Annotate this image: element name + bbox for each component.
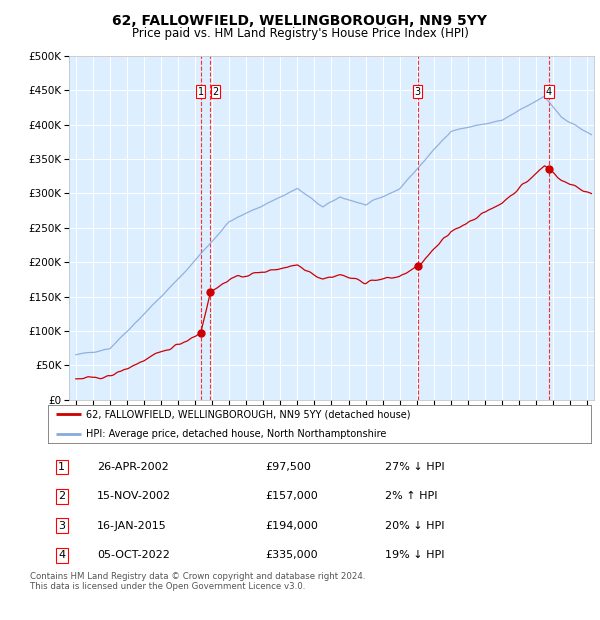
Text: Price paid vs. HM Land Registry's House Price Index (HPI): Price paid vs. HM Land Registry's House … — [131, 27, 469, 40]
Text: 20% ↓ HPI: 20% ↓ HPI — [385, 521, 444, 531]
Text: 3: 3 — [415, 87, 421, 97]
Text: £335,000: £335,000 — [265, 551, 318, 560]
Text: 16-JAN-2015: 16-JAN-2015 — [97, 521, 167, 531]
Text: HPI: Average price, detached house, North Northamptonshire: HPI: Average price, detached house, Nort… — [86, 428, 386, 439]
Text: £194,000: £194,000 — [265, 521, 318, 531]
Text: 2: 2 — [212, 87, 218, 97]
Text: £157,000: £157,000 — [265, 492, 318, 502]
Text: 4: 4 — [546, 87, 552, 97]
Text: 15-NOV-2002: 15-NOV-2002 — [97, 492, 171, 502]
Text: 1: 1 — [58, 462, 65, 472]
Text: 27% ↓ HPI: 27% ↓ HPI — [385, 462, 444, 472]
Text: 3: 3 — [58, 521, 65, 531]
Text: 62, FALLOWFIELD, WELLINGBOROUGH, NN9 5YY (detached house): 62, FALLOWFIELD, WELLINGBOROUGH, NN9 5YY… — [86, 409, 410, 420]
Text: 62, FALLOWFIELD, WELLINGBOROUGH, NN9 5YY: 62, FALLOWFIELD, WELLINGBOROUGH, NN9 5YY — [113, 14, 487, 28]
Text: 19% ↓ HPI: 19% ↓ HPI — [385, 551, 444, 560]
Text: 1: 1 — [197, 87, 203, 97]
Text: 05-OCT-2022: 05-OCT-2022 — [97, 551, 170, 560]
Text: 2: 2 — [58, 492, 65, 502]
Text: 2% ↑ HPI: 2% ↑ HPI — [385, 492, 437, 502]
Text: Contains HM Land Registry data © Crown copyright and database right 2024.
This d: Contains HM Land Registry data © Crown c… — [30, 572, 365, 591]
Text: £97,500: £97,500 — [265, 462, 311, 472]
Text: 26-APR-2002: 26-APR-2002 — [97, 462, 169, 472]
Text: 4: 4 — [58, 551, 65, 560]
